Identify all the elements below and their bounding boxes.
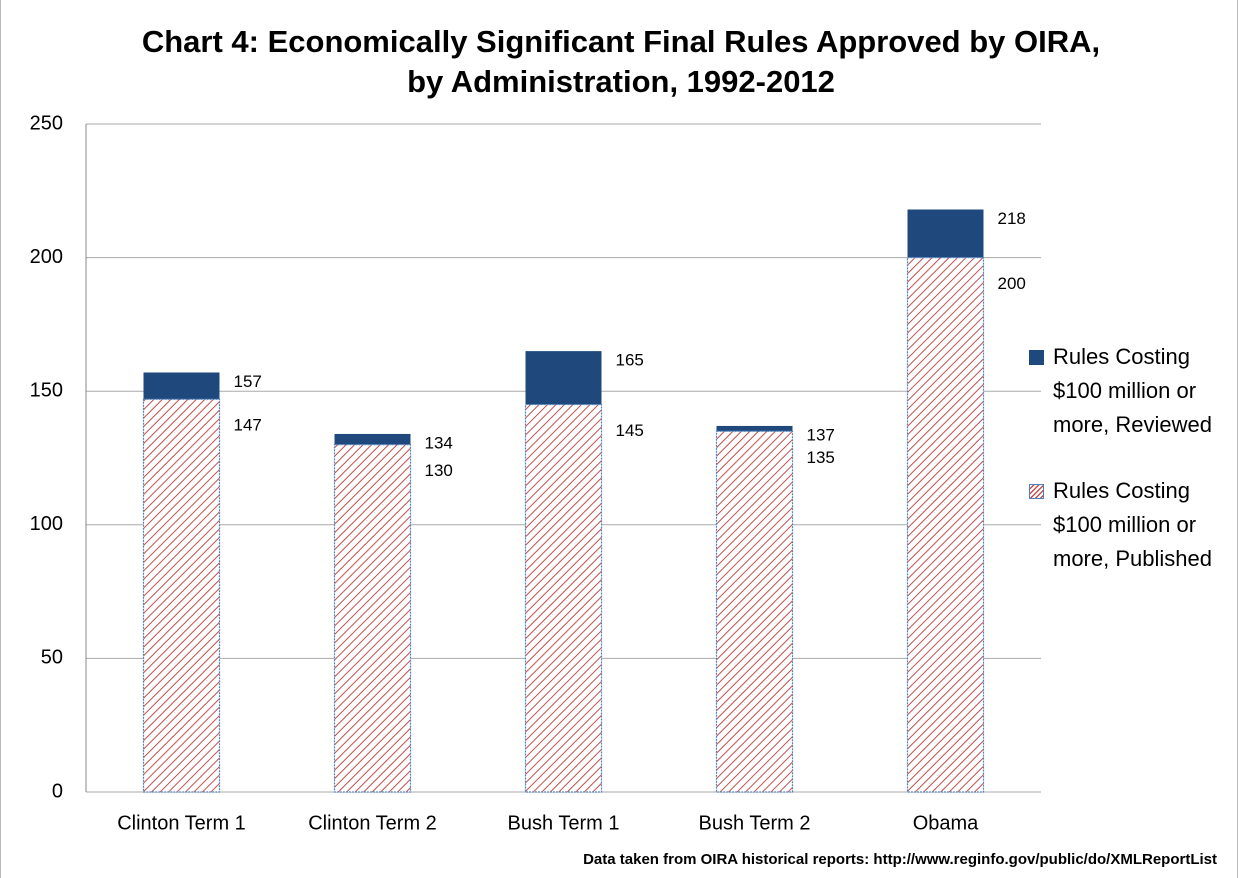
value-label: 218: [998, 209, 1026, 228]
chart-title: by Administration, 1992-2012: [407, 64, 835, 99]
y-tick-label: 150: [30, 379, 63, 401]
bar: [333, 444, 412, 793]
value-label: 147: [234, 416, 262, 435]
y-tick-label: 50: [41, 647, 63, 669]
bar: [906, 257, 985, 793]
value-label: 135: [807, 448, 835, 467]
y-tick-label: 250: [30, 112, 63, 134]
legend-label: Rules Costing $100 million or more, Publ…: [1053, 478, 1212, 571]
y-tick-label: 100: [30, 513, 63, 535]
legend-item: Rules Costing $100 million or more, Revi…: [1029, 340, 1224, 442]
legend-swatch: [1029, 350, 1044, 365]
chart-title: Chart 4: Economically Significant Final …: [142, 24, 1100, 59]
legend: Rules Costing $100 million or more, Revi…: [1029, 340, 1224, 608]
legend-swatch: [1029, 484, 1044, 499]
legend-item: Rules Costing $100 million or more, Publ…: [1029, 474, 1224, 576]
value-label: 200: [998, 274, 1026, 293]
value-label: 130: [425, 461, 453, 480]
y-tick-label: 0: [52, 780, 63, 802]
value-label: 165: [616, 351, 644, 370]
source-note: Data taken from OIRA historical reports:…: [583, 851, 1217, 868]
bar: [715, 430, 794, 793]
x-tick-label: Bush Term 1: [508, 812, 620, 834]
value-label: 157: [234, 372, 262, 391]
bar: [142, 398, 221, 793]
x-tick-label: Clinton Term 1: [117, 812, 246, 834]
x-tick-label: Bush Term 2: [699, 812, 811, 834]
x-tick-label: Clinton Term 2: [308, 812, 437, 834]
value-label: 145: [616, 421, 644, 440]
value-label: 137: [807, 425, 835, 444]
legend-label: Rules Costing $100 million or more, Revi…: [1053, 344, 1212, 437]
x-tick-label: Obama: [913, 812, 979, 834]
bar: [524, 403, 603, 793]
y-tick-label: 200: [30, 246, 63, 268]
value-label: 134: [425, 433, 453, 452]
